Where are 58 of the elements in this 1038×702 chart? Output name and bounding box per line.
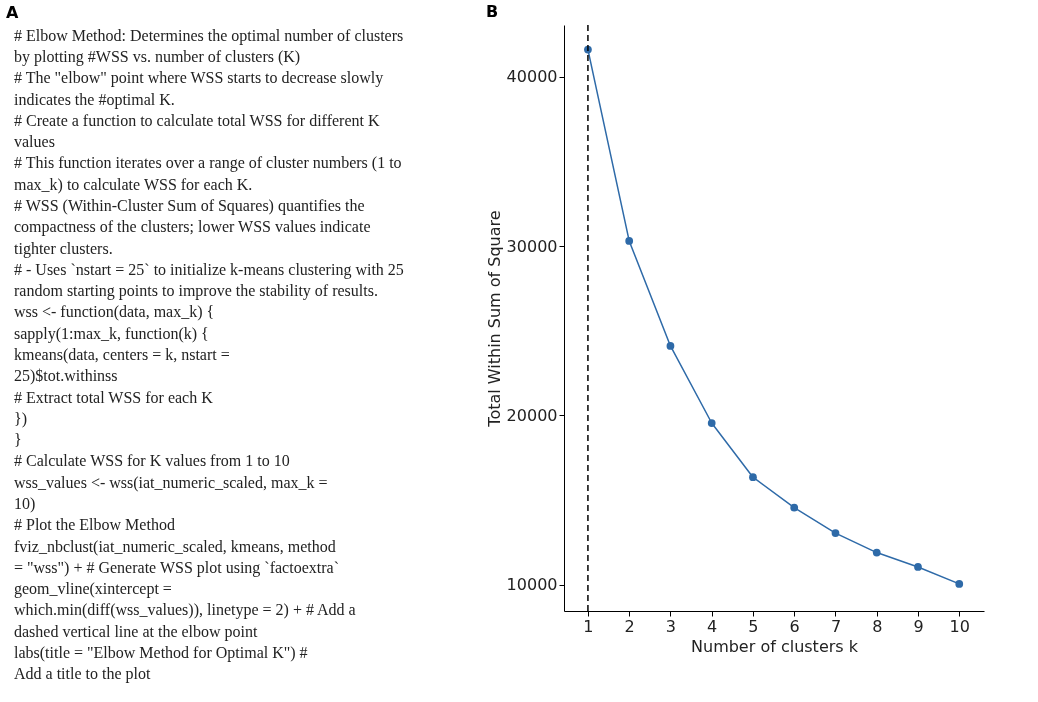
text: compactness of the clusters; lower WSS values indicate xyxy=(14,218,371,237)
text: 10) xyxy=(14,495,36,514)
text: sapply(1:max_k, function(k) { xyxy=(14,324,209,343)
point xyxy=(914,563,922,571)
text: values xyxy=(14,133,55,151)
x-tick-label: 3 xyxy=(665,616,677,636)
text: # The "elbow" point where WSS starts to decrease slowly xyxy=(14,69,384,88)
point xyxy=(666,342,675,350)
x-tick-label: 7 xyxy=(830,616,842,636)
y-tick-label: 40000 xyxy=(506,67,558,87)
x-tick-label: 10 xyxy=(949,616,970,636)
text: # Plot the Elbow Method xyxy=(14,516,175,534)
text: 25)$tot.withinss xyxy=(14,367,118,386)
text: }) xyxy=(14,409,28,428)
x-axis-title: Number of clusters k xyxy=(691,636,859,656)
point xyxy=(955,580,964,588)
y-tick-label: 20000 xyxy=(506,405,558,425)
text: geom_vline(xintercept = xyxy=(14,580,172,599)
text: # Elbow Method: Determines the optimal number of clusters xyxy=(14,26,404,45)
y-tick-label: 30000 xyxy=(506,236,558,256)
text: labs(title = "Elbow Method for Optimal K") # xyxy=(14,644,308,663)
text: max_k) to calculate WSS for each K. xyxy=(14,175,253,194)
x-tick-label: 8 xyxy=(872,616,883,636)
text: # Extract total WSS for each K xyxy=(14,388,214,406)
text: # - Uses `nstart = 25` to initialize k-means clustering with 25 xyxy=(14,260,404,279)
point xyxy=(625,237,634,245)
text: indicates the #optimal K. xyxy=(14,90,175,109)
chart-title: B xyxy=(486,2,499,22)
text: A xyxy=(6,3,19,22)
text: # Calculate WSS for K values from 1 to 10 xyxy=(14,452,290,470)
text: wss_values <- wss(iat_numeric_scaled, max_k = xyxy=(14,473,328,492)
point xyxy=(707,419,716,427)
y-axis-title: Total Within Sum of Square xyxy=(484,210,504,428)
x-tick-label: 2 xyxy=(624,616,635,636)
text: # This function iterates over a range of cluster numbers (1 to xyxy=(14,154,402,173)
text: by plotting #WSS vs. number of clusters (K) xyxy=(14,47,301,66)
text: kmeans(data, centers = k, nstart = xyxy=(14,346,230,364)
y-tick-label: 10000 xyxy=(506,575,558,595)
x-tick-label: 5 xyxy=(748,616,759,636)
text: random starting points to improve the stability of results. xyxy=(14,282,378,301)
point xyxy=(872,548,881,557)
x-tick-label: 4 xyxy=(707,616,718,636)
x-tick-label: 9 xyxy=(913,616,924,636)
text: } xyxy=(14,431,22,449)
point xyxy=(749,473,757,482)
text: Add a title to the plot xyxy=(14,665,151,684)
text: = "wss") + # Generate WSS plot using `factoextra` xyxy=(14,558,339,577)
x-tick-label: 1 xyxy=(583,616,594,636)
text: dashed vertical line at the elbow point xyxy=(14,622,259,641)
text: # WSS (Within-Cluster Sum of Squares) quantifies the xyxy=(14,196,365,215)
text: fviz_nbclust(iat_numeric_scaled, kmeans, method xyxy=(14,537,336,556)
text: # Create a function to calculate total WSS for different K xyxy=(14,111,380,129)
text: wss <- function(data, max_k) { xyxy=(14,303,215,322)
point xyxy=(831,529,840,537)
text: tighter clusters. xyxy=(14,239,113,258)
text: which.min(diff(wss_values)), linetype = 2) + # Add a xyxy=(14,601,356,620)
point xyxy=(790,503,799,512)
x-tick-label: 6 xyxy=(789,616,800,636)
